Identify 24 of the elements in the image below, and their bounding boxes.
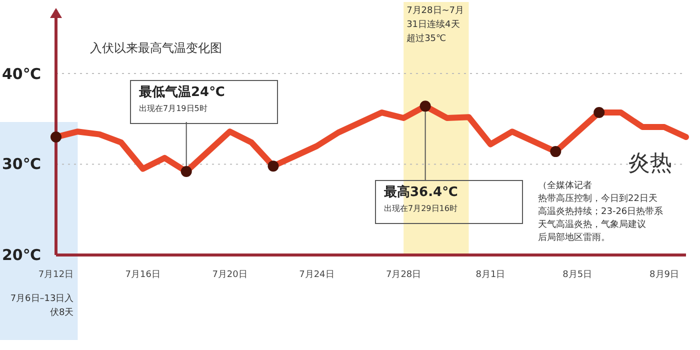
callout: 最低气温24℃ 出现在7月19日5时 <box>130 80 278 124</box>
xtick: 7月28日 <box>384 269 422 281</box>
callout: 最高36.4℃ 出现在7月29日16时 <box>375 180 523 224</box>
annotation: 天气高温炎热，气象局建议 <box>538 219 646 232</box>
band-label: 7月6日–13日入伏8天 <box>9 292 74 320</box>
ytick: 30℃ <box>2 154 42 174</box>
annotation: 热带高压控制，今日到22日天 <box>538 193 658 206</box>
annotation: 炎热 <box>628 150 672 178</box>
ytick: 20℃ <box>2 245 42 265</box>
xtick: 8月5日 <box>562 269 594 281</box>
xtick: 7月16日 <box>124 269 162 281</box>
annotation: 高温炎热持续；23-26日热带系 <box>538 206 664 219</box>
annotation: （全媒体记者 <box>538 180 592 193</box>
xtick: 7月20日 <box>211 269 248 281</box>
xtick: 7月24日 <box>298 269 336 281</box>
ytick: 40℃ <box>2 64 42 84</box>
title: 入伏以来最高气温变化图 <box>90 40 222 57</box>
xtick: 8月1日 <box>474 269 506 281</box>
annotation: 最高36.4℃ 出现在7月29日16时 <box>384 184 459 215</box>
xtick: 7月12日 <box>37 269 75 281</box>
band-label: 7月28日~7月31日连续4天超过35℃ <box>406 5 466 46</box>
xtick: 8月9日 <box>648 269 680 281</box>
annotation: 后局部地区雷雨。 <box>538 232 610 245</box>
annotation: 最低气温24℃ 出现在7月19日5时 <box>139 84 226 115</box>
